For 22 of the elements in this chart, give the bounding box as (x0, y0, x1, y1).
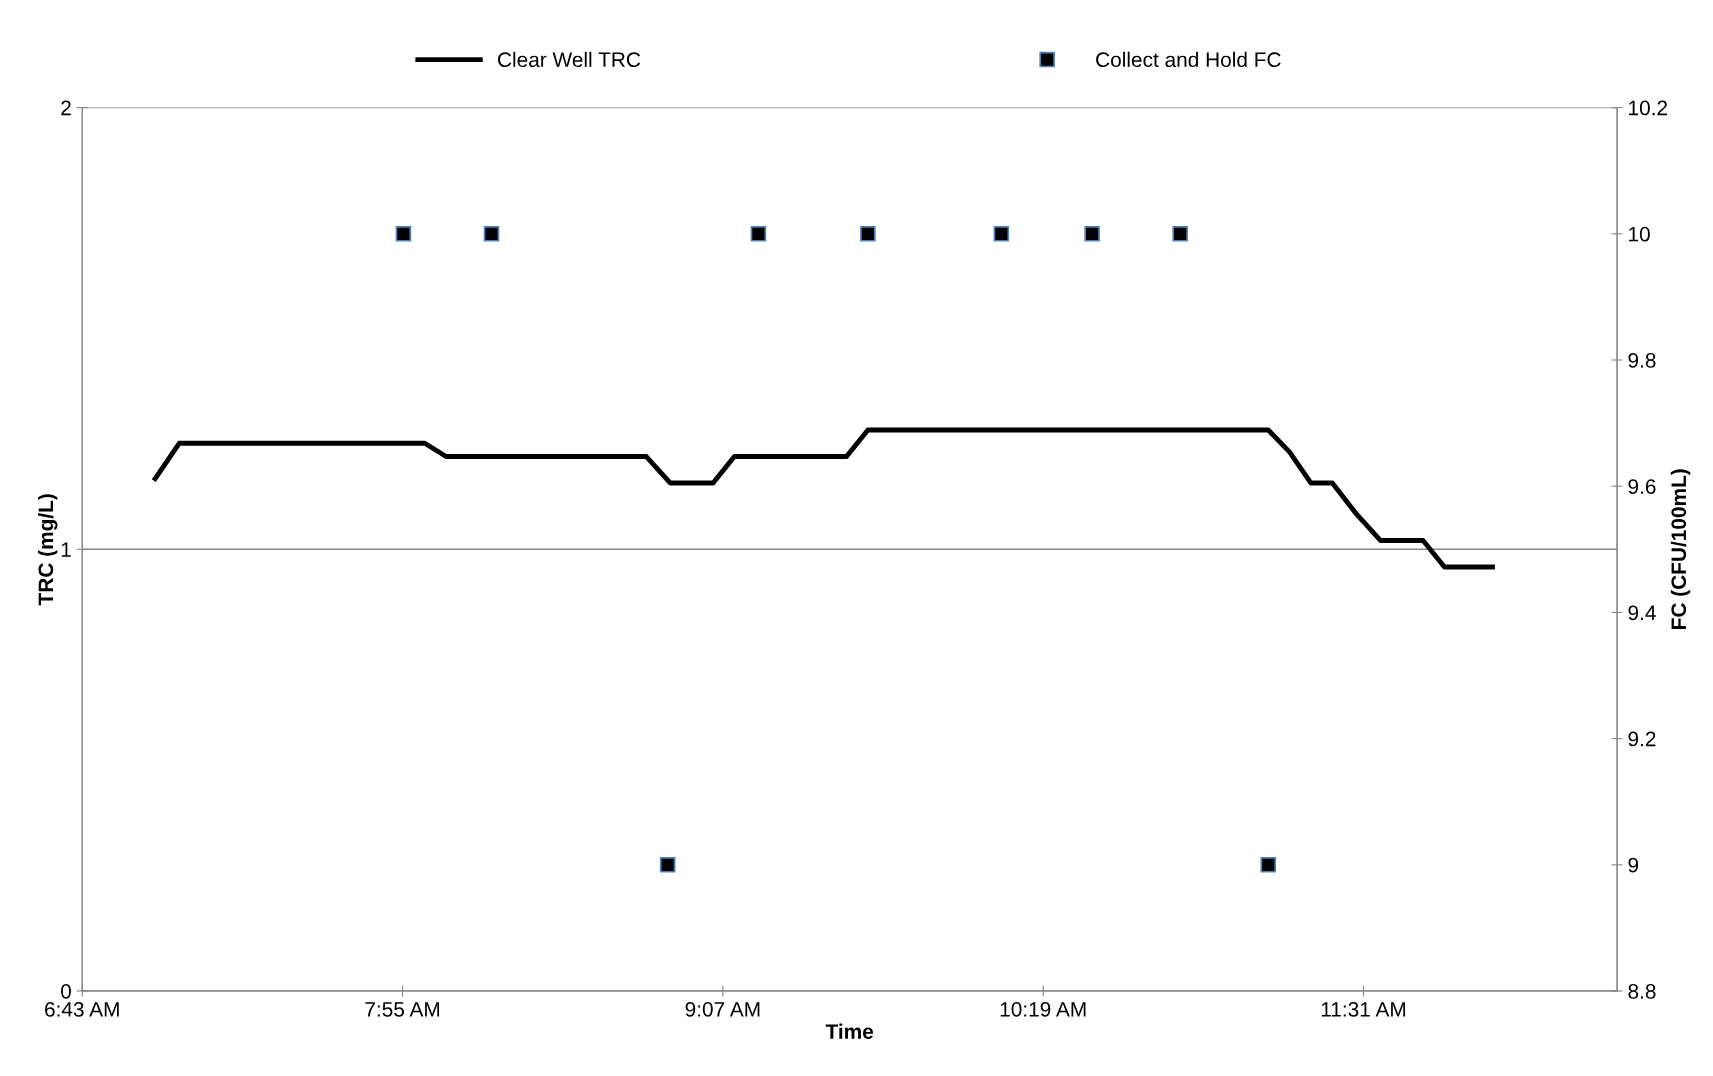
y2-tick-label: 10 (1629, 226, 1650, 242)
y2-tick-label: 9.4 (1628, 605, 1656, 621)
y2-tick-label: 9.8 (1628, 353, 1656, 368)
y2-axis-title: FC (CFU/100mL) (1670, 469, 1691, 629)
y-axis-title: TRC (mg/L) (37, 494, 58, 606)
x-tick-label: 11:31 AM (1321, 1001, 1406, 1017)
y2-tick-label: 9.2 (1628, 731, 1656, 747)
x-tick-label: 6:43 AM (45, 1001, 119, 1017)
y2-tick-label: 8.8 (1628, 984, 1656, 999)
y-tick-label: 1 (61, 542, 71, 557)
y2-tick-label: 9 (1628, 857, 1639, 873)
x-tick-label: 9:07 AM (685, 1001, 760, 1017)
line-series (152, 427, 1495, 570)
y-tick-label: 0 (61, 984, 71, 999)
legend-label: Collect and Hold FC (1096, 51, 1281, 68)
y2-tick-label: 9.6 (1628, 479, 1656, 494)
y-tick-label: 2 (61, 100, 71, 116)
y2-tick-label: 10.2 (1629, 100, 1667, 116)
x-tick-label: 10:19 AM (1000, 1001, 1086, 1017)
x-axis-title: Time (825, 1023, 874, 1039)
x-tick-label: 7:55 AM (365, 1002, 440, 1017)
legend-label: Clear Well TRC (498, 51, 641, 68)
